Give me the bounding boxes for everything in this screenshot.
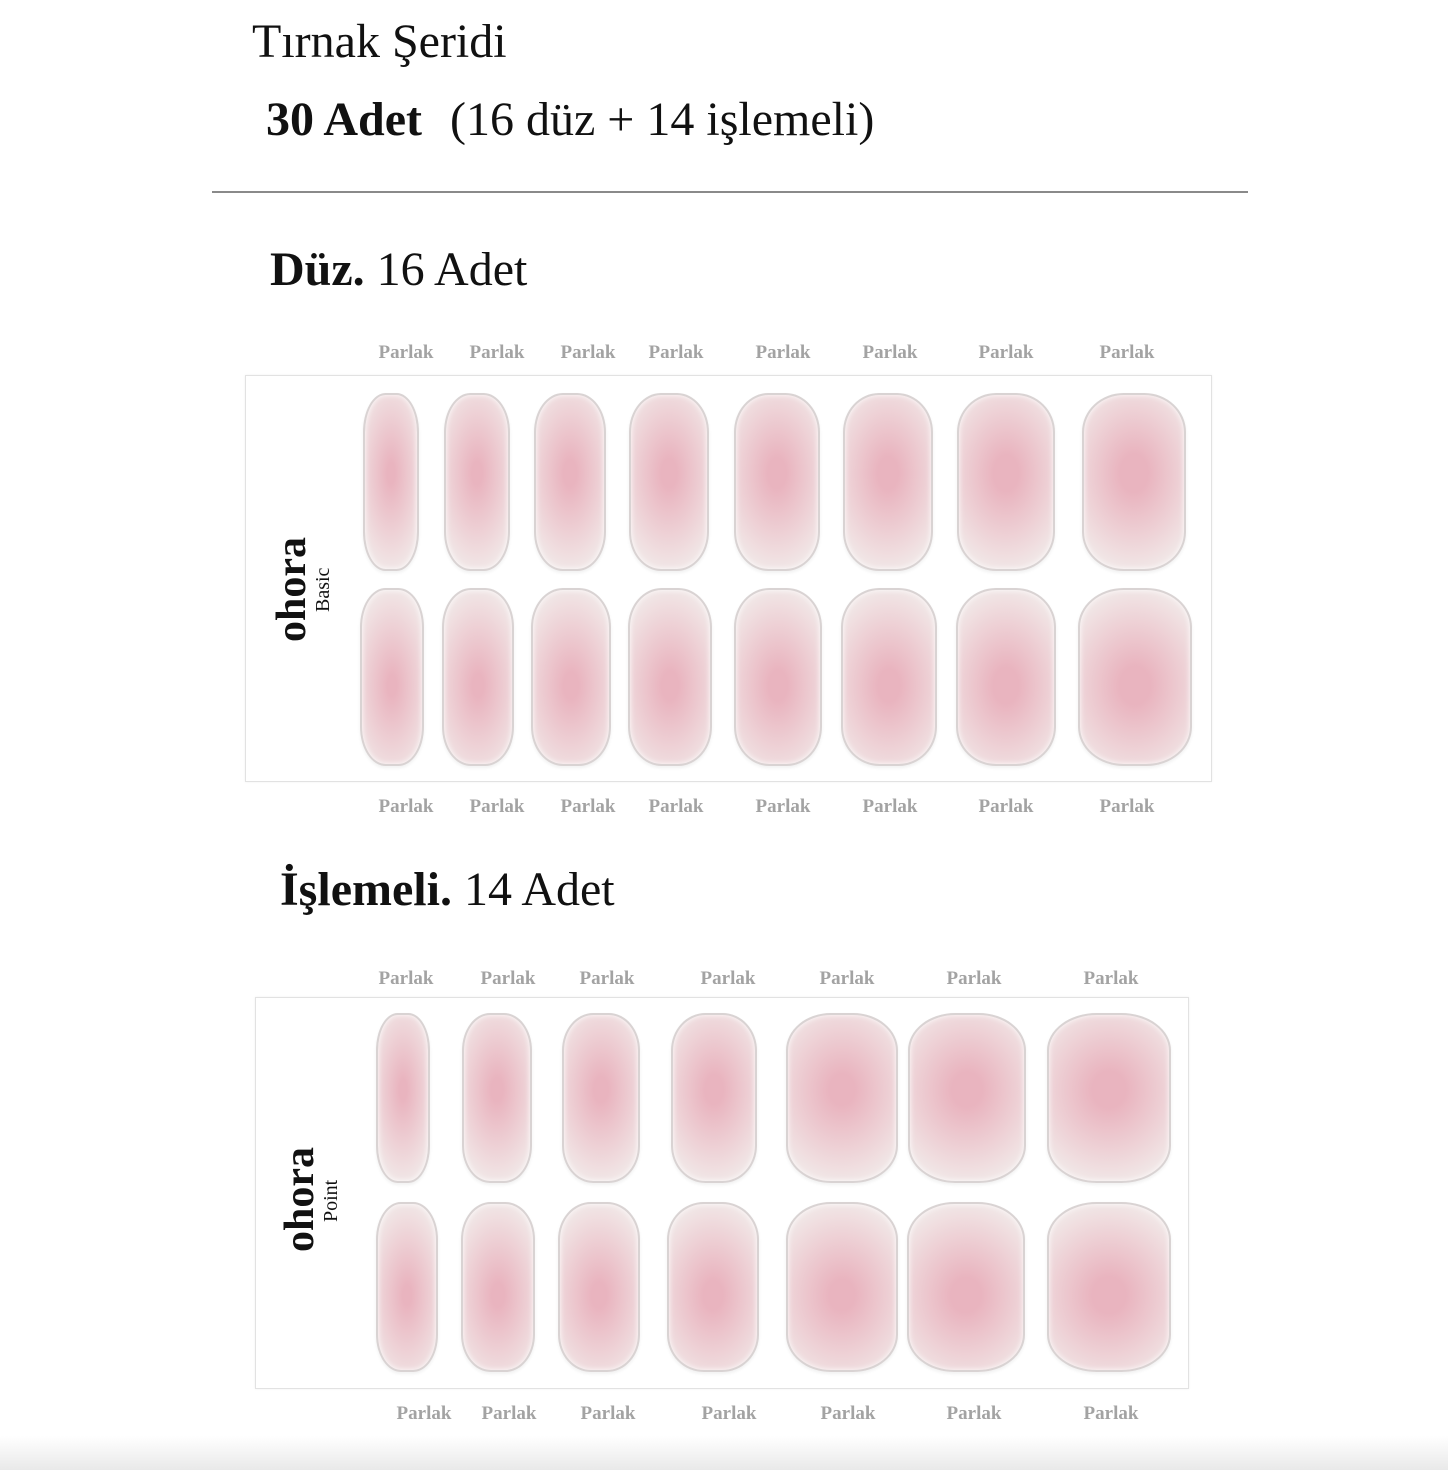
nail-tip bbox=[376, 1013, 430, 1183]
nail-tip bbox=[956, 588, 1056, 766]
section-heading-count: 16 Adet bbox=[376, 243, 528, 296]
piece-count: 30 Adet (16 düz + 14 işlemeli) bbox=[266, 92, 874, 147]
brand-name: ohora bbox=[269, 537, 315, 642]
finish-label: Parlak bbox=[560, 342, 616, 363]
finish-label: Parlak bbox=[978, 342, 1034, 363]
finish-label: Parlak bbox=[469, 342, 525, 363]
finish-label: Parlak bbox=[1099, 342, 1155, 363]
count-breakdown: (16 düz + 14 işlemeli) bbox=[450, 93, 875, 146]
finish-label: Parlak bbox=[560, 796, 616, 817]
finish-label: Parlak bbox=[946, 1403, 1002, 1424]
brand-line: Point bbox=[320, 1179, 342, 1222]
brand-line: Basic bbox=[312, 567, 334, 612]
finish-label: Parlak bbox=[378, 342, 434, 363]
nail-tip bbox=[957, 393, 1055, 571]
finish-label: Parlak bbox=[819, 968, 875, 989]
finish-label: Parlak bbox=[701, 1403, 757, 1424]
finish-label: Parlak bbox=[862, 342, 918, 363]
nail-tip bbox=[363, 393, 419, 571]
finish-label: Parlak bbox=[862, 796, 918, 817]
brand-logo-point: ohora Point bbox=[277, 1147, 342, 1252]
finish-label: Parlak bbox=[648, 342, 704, 363]
nail-tip bbox=[376, 1202, 438, 1372]
nail-tip bbox=[629, 393, 709, 571]
nail-tip bbox=[442, 588, 514, 766]
nail-tip bbox=[534, 393, 606, 571]
nail-tip bbox=[1047, 1202, 1171, 1372]
finish-label: Parlak bbox=[1083, 968, 1139, 989]
section-heading-plain: Düz. 16 Adet bbox=[270, 242, 527, 297]
finish-label: Parlak bbox=[378, 968, 434, 989]
finish-label: Parlak bbox=[579, 968, 635, 989]
section-heading-label: Düz. bbox=[270, 243, 365, 296]
nail-tip bbox=[558, 1202, 640, 1372]
finish-label: Parlak bbox=[1099, 796, 1155, 817]
section-heading-label: İşlemeli. bbox=[280, 863, 452, 916]
finish-label: Parlak bbox=[755, 342, 811, 363]
finish-label: Parlak bbox=[648, 796, 704, 817]
nail-tip bbox=[841, 588, 937, 766]
finish-label: Parlak bbox=[1083, 1403, 1139, 1424]
nail-tip bbox=[843, 393, 933, 571]
finish-label: Parlak bbox=[700, 968, 756, 989]
finish-label: Parlak bbox=[755, 796, 811, 817]
finish-label: Parlak bbox=[469, 796, 525, 817]
nail-tip bbox=[1047, 1013, 1171, 1183]
finish-label: Parlak bbox=[396, 1403, 452, 1424]
nail-tip bbox=[462, 1013, 532, 1183]
nail-tip bbox=[667, 1202, 759, 1372]
nail-tip bbox=[734, 393, 820, 571]
finish-label: Parlak bbox=[580, 1403, 636, 1424]
section-heading-count: 14 Adet bbox=[463, 863, 615, 916]
divider bbox=[212, 191, 1248, 193]
section-heading-decorated: İşlemeli. 14 Adet bbox=[280, 862, 615, 917]
nail-tip bbox=[628, 588, 712, 766]
total-count: 30 Adet bbox=[266, 93, 422, 146]
finish-label: Parlak bbox=[978, 796, 1034, 817]
nail-tip bbox=[444, 393, 510, 571]
page-title: Tırnak Şeridi bbox=[252, 15, 507, 68]
finish-label: Parlak bbox=[946, 968, 1002, 989]
nail-tip bbox=[907, 1202, 1025, 1372]
nail-tip bbox=[562, 1013, 640, 1183]
brand-name: ohora bbox=[277, 1147, 323, 1252]
nail-tip bbox=[1078, 588, 1192, 766]
nail-tip bbox=[908, 1013, 1026, 1183]
finish-label: Parlak bbox=[480, 968, 536, 989]
nail-tip bbox=[1082, 393, 1186, 571]
nail-tip bbox=[360, 588, 424, 766]
nail-tip bbox=[531, 588, 611, 766]
bottom-fade bbox=[0, 1436, 1448, 1470]
nail-tip bbox=[786, 1202, 898, 1372]
finish-label: Parlak bbox=[820, 1403, 876, 1424]
nail-tip bbox=[734, 588, 822, 766]
nail-tip bbox=[461, 1202, 535, 1372]
nail-tip bbox=[786, 1013, 898, 1183]
finish-label: Parlak bbox=[481, 1403, 537, 1424]
finish-label: Parlak bbox=[378, 796, 434, 817]
nail-tip bbox=[671, 1013, 757, 1183]
brand-logo-basic: ohora Basic bbox=[269, 537, 334, 642]
